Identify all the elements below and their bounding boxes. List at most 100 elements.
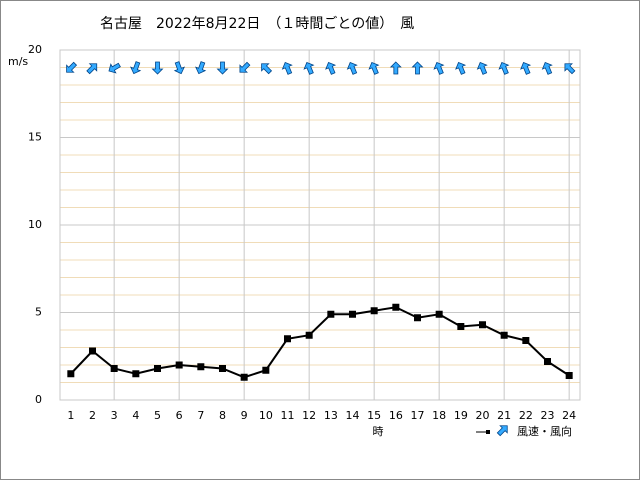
x-tick-label: 3 (111, 409, 118, 422)
wind-arrow (108, 62, 121, 74)
chart-title: 名古屋 2022年8月22日 （１時間ごとの値） 風 (100, 16, 414, 32)
wind-arrow (239, 61, 251, 73)
arrow-shape (303, 61, 315, 75)
arrow-shape (86, 63, 98, 75)
wind-arrow (173, 61, 185, 75)
x-tick-label: 5 (154, 409, 161, 422)
data-point (262, 366, 270, 374)
wind-arrow (261, 63, 273, 75)
arrow-shape (368, 61, 380, 75)
y-tick-label: 15 (28, 131, 42, 144)
arrow-shape (411, 61, 424, 75)
x-tick-label: 15 (367, 409, 381, 422)
wind-arrow (130, 61, 142, 75)
wind-arrow (66, 61, 78, 73)
data-point (240, 373, 248, 381)
x-tick-label: 19 (454, 409, 468, 422)
data-point (132, 370, 140, 378)
data-point (500, 331, 508, 339)
arrow-shape (195, 61, 207, 75)
wind-arrow (281, 61, 293, 75)
arrow-shape (239, 61, 251, 73)
x-tick-label: 21 (497, 409, 511, 422)
data-point (305, 331, 313, 339)
x-tick-label: 20 (476, 409, 490, 422)
x-tick-label: 24 (562, 409, 576, 422)
data-point (565, 372, 573, 379)
arrow-shape (346, 61, 358, 75)
x-tick-label: 8 (219, 409, 226, 422)
data-point (197, 363, 205, 371)
data-point (457, 323, 465, 330)
x-tick-label: 9 (241, 409, 248, 422)
arrow-shape (261, 63, 273, 75)
y-tick-label: 0 (35, 393, 42, 406)
grid (59, 49, 581, 401)
x-axis-label: 時 (373, 425, 384, 438)
data-point (284, 335, 291, 343)
data-point (349, 310, 356, 318)
arrow-shape (325, 61, 337, 75)
x-tick-label: 4 (132, 409, 139, 422)
y-tick-label: 10 (28, 218, 42, 231)
y-tick-label: 20 (28, 43, 42, 56)
x-tick-label: 2 (89, 409, 96, 422)
data-point (219, 365, 226, 372)
arrow-shape (389, 61, 402, 75)
x-tick-label: 12 (302, 409, 316, 422)
data-point (327, 310, 335, 318)
data-point (110, 365, 118, 372)
wind-arrow (520, 61, 532, 75)
x-tick-label: 1 (67, 409, 74, 422)
x-tick-label: 14 (346, 409, 360, 422)
data-point (522, 337, 530, 344)
x-tick-label: 10 (259, 409, 273, 422)
wind-arrow (455, 61, 467, 75)
wind-arrow (498, 61, 510, 75)
data-point (414, 314, 421, 322)
data-point (392, 303, 400, 311)
x-tick-label: 7 (197, 409, 204, 422)
wind-arrow (433, 61, 445, 75)
wind-arrow (346, 61, 358, 75)
wind-arrow (195, 61, 207, 75)
data-line (70, 306, 570, 379)
arrow-shape (520, 61, 532, 75)
x-tick-label: 13 (324, 409, 338, 422)
arrow-shape (130, 61, 142, 75)
wind-arrow (303, 61, 315, 75)
arrow-shape (541, 61, 553, 75)
data-point (435, 310, 443, 318)
wind-arrow (564, 63, 576, 75)
data-point (154, 365, 161, 372)
data-point (175, 361, 183, 369)
arrow-shape (496, 425, 508, 437)
arrow-shape (498, 61, 510, 75)
data-point (370, 307, 378, 315)
wind-arrow (151, 61, 164, 75)
x-tick-label: 11 (281, 409, 295, 422)
wind-arrow (411, 61, 424, 75)
marks (66, 61, 576, 381)
arrow-shape (66, 61, 78, 73)
wind-arrow (389, 61, 402, 75)
arrow-shape (108, 62, 121, 74)
x-tick-label: 23 (541, 409, 555, 422)
arrow-shape (281, 61, 293, 75)
wind-arrow (368, 61, 380, 75)
arrow-shape (455, 61, 467, 75)
arrow-shape (564, 63, 576, 75)
x-tick-label: 6 (176, 409, 183, 422)
data-point (67, 370, 75, 378)
wind-arrow (476, 61, 488, 75)
y-axis-label: m/s (8, 55, 28, 68)
data-point (479, 321, 486, 329)
y-tick-label: 5 (35, 306, 42, 319)
arrow-shape (151, 61, 164, 75)
plot-border (59, 49, 581, 401)
legend-marker (486, 430, 490, 434)
arrow-shape (476, 61, 488, 75)
x-tick-label: 22 (519, 409, 533, 422)
arrow-shape (216, 61, 229, 75)
arrow-shape (433, 61, 445, 75)
